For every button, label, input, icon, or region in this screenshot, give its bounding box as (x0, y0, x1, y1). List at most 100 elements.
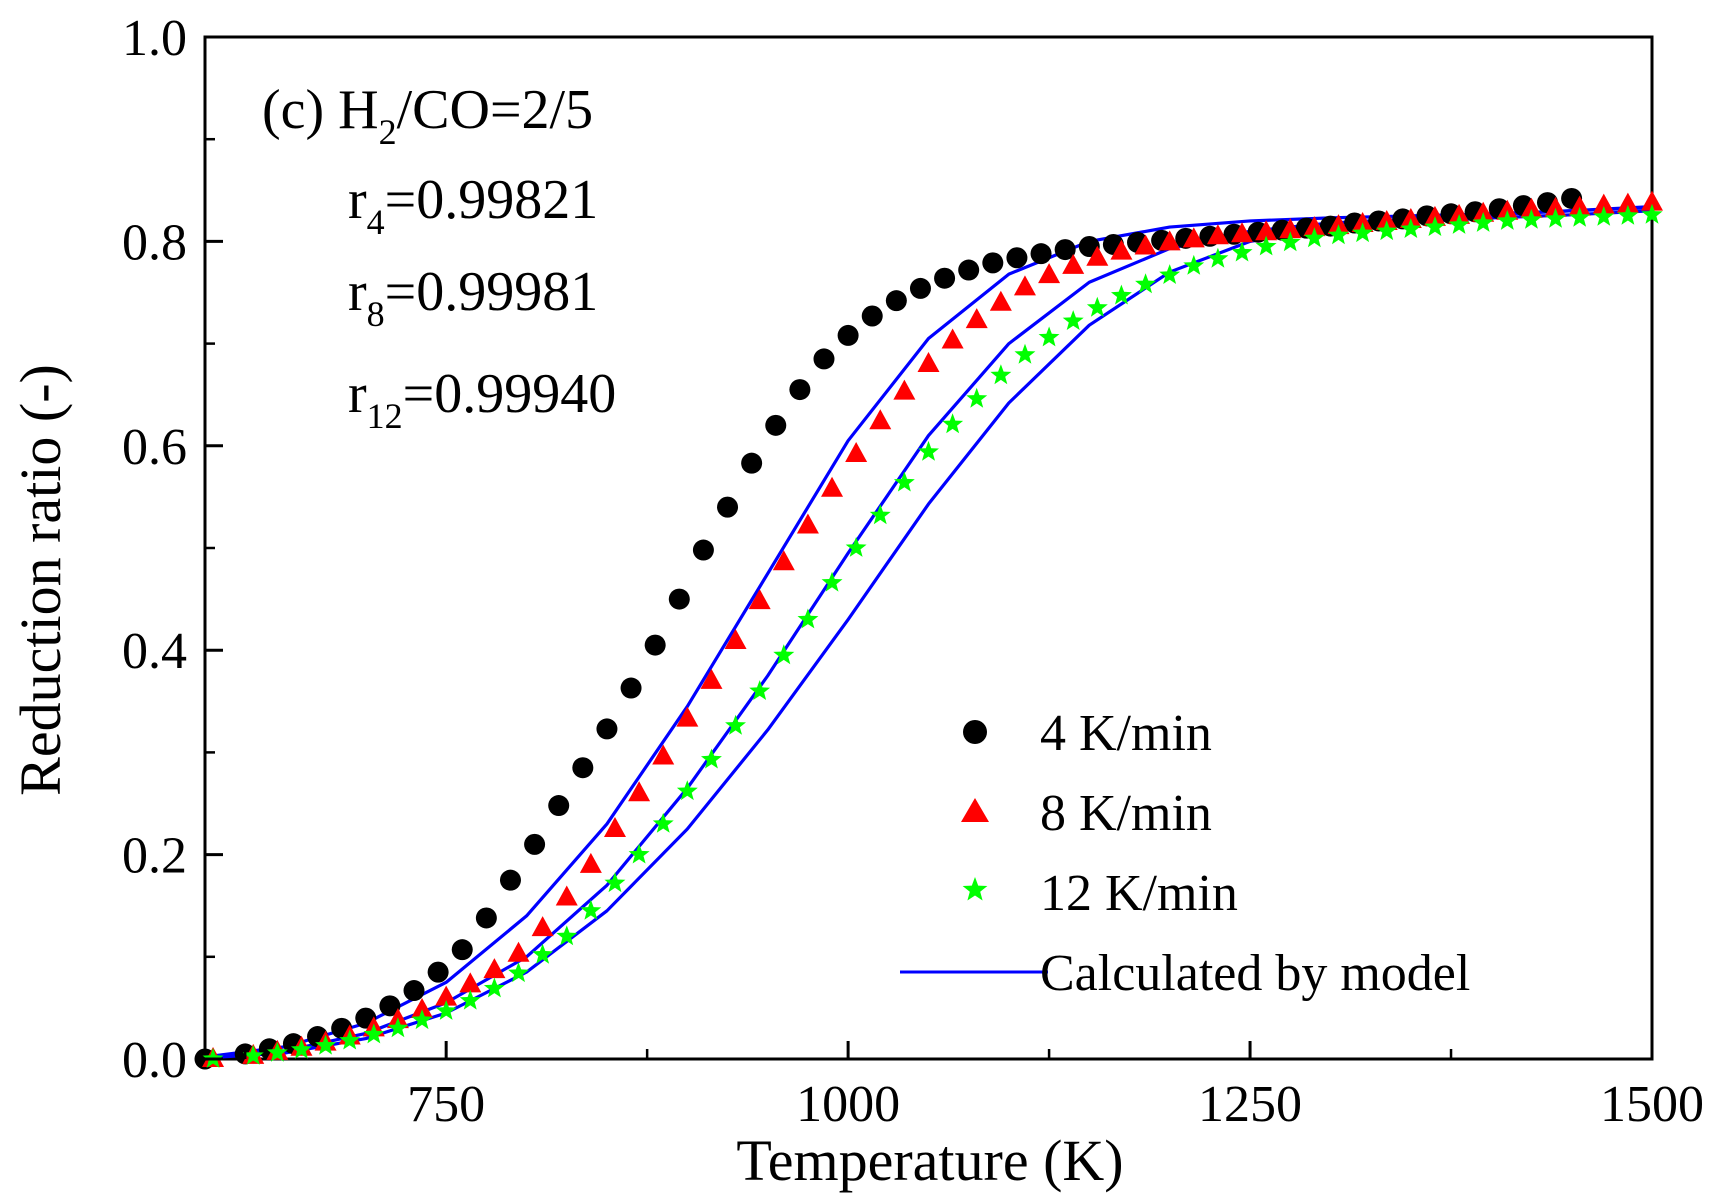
point-4kmin (1030, 243, 1052, 265)
x-tick-label: 1250 (1198, 1076, 1302, 1133)
point-8kmin (1086, 245, 1109, 266)
point-12kmin (339, 1029, 361, 1050)
point-8kmin (1231, 222, 1254, 243)
point-4kmin (596, 718, 618, 740)
point-8kmin (1448, 203, 1471, 224)
legend-label-model: Calculated by model (1040, 945, 1470, 1002)
point-8kmin (1062, 253, 1085, 274)
y-tick-label: 0.8 (122, 214, 187, 271)
point-12kmin (1183, 254, 1205, 275)
point-8kmin (1110, 239, 1133, 260)
point-4kmin (1006, 247, 1028, 269)
point-8kmin (965, 308, 988, 329)
point-12kmin (1135, 273, 1156, 294)
point-12kmin (580, 899, 602, 920)
y-tick-label: 0.0 (122, 1032, 187, 1089)
point-8kmin (603, 817, 626, 838)
point-12kmin (411, 1009, 433, 1030)
point-8kmin (893, 379, 916, 400)
x-tick-label: 1500 (1600, 1076, 1704, 1133)
point-12kmin (942, 413, 964, 434)
point-8kmin (1182, 227, 1205, 248)
x-axis-title: Temperature (K) (736, 1128, 1123, 1193)
point-8kmin (989, 290, 1012, 311)
panel-annotation: (c) H2/CO=2/5 (262, 79, 593, 152)
point-12kmin (1376, 220, 1398, 241)
point-4kmin (475, 907, 497, 929)
point-8kmin (1134, 234, 1157, 255)
point-8kmin (1375, 209, 1398, 230)
point-8kmin (869, 409, 892, 430)
y-tick-label: 0.6 (122, 419, 187, 476)
point-12kmin (749, 680, 771, 700)
point-8kmin (1472, 201, 1495, 222)
point-12kmin (1424, 216, 1446, 236)
y-tick-label: 0.4 (122, 623, 187, 680)
point-12kmin (1448, 214, 1470, 234)
point-8kmin (1423, 205, 1446, 226)
x-tick-label: 1000 (796, 1076, 900, 1133)
point-8kmin (700, 668, 723, 689)
point-4kmin (572, 757, 594, 779)
point-8kmin (1303, 216, 1326, 237)
point-12kmin (1617, 204, 1639, 225)
point-8kmin (941, 328, 964, 349)
point-4kmin (861, 305, 883, 327)
point-4kmin (717, 496, 739, 518)
point-12kmin (266, 1041, 288, 1062)
point-8kmin (507, 941, 530, 962)
point-8kmin (483, 958, 506, 979)
legend-marker-8 (961, 798, 989, 822)
point-12kmin (773, 644, 795, 665)
point-12kmin (797, 608, 819, 629)
point-12kmin (1207, 247, 1229, 268)
point-4kmin (909, 277, 931, 299)
point-8kmin (1496, 199, 1519, 220)
point-4kmin (692, 539, 714, 561)
point-4kmin (451, 939, 473, 961)
point-8kmin (1641, 190, 1663, 211)
point-4kmin (644, 634, 666, 656)
r8-annotation: r8=0.99981 (348, 261, 598, 334)
point-12kmin (315, 1034, 336, 1055)
r12-annotation: r12=0.99940 (348, 363, 616, 436)
point-12kmin (918, 440, 939, 461)
point-8kmin (1520, 197, 1543, 218)
point-4kmin (1054, 239, 1076, 261)
point-8kmin (1158, 230, 1181, 251)
point-12kmin (363, 1023, 385, 1044)
point-12kmin (1545, 207, 1566, 228)
point-8kmin (676, 706, 699, 727)
point-4kmin (620, 677, 642, 699)
point-8kmin (1255, 220, 1278, 241)
point-12kmin (1521, 208, 1542, 229)
point-4kmin (524, 833, 546, 855)
point-12kmin (459, 989, 481, 1010)
point-8kmin (1279, 218, 1302, 239)
point-12kmin (701, 748, 722, 769)
point-12kmin (1303, 227, 1325, 248)
point-12kmin (652, 812, 674, 833)
point-8kmin (411, 997, 434, 1018)
point-8kmin (724, 629, 747, 650)
point-4kmin (548, 795, 570, 817)
point-12kmin (893, 471, 915, 492)
point-8kmin (1399, 207, 1422, 228)
point-8kmin (531, 916, 554, 937)
point-8kmin (435, 985, 458, 1006)
r4-annotation: r4=0.99821 (348, 169, 598, 242)
y-tick-label: 1.0 (122, 10, 187, 67)
point-12kmin (869, 504, 891, 525)
point-12kmin (483, 977, 505, 998)
point-8kmin (1327, 214, 1350, 235)
y-axis-title: Reduction ratio (-) (8, 364, 73, 796)
point-8kmin (459, 972, 482, 993)
point-8kmin (748, 589, 771, 610)
point-12kmin (628, 843, 650, 864)
point-8kmin (1616, 192, 1639, 213)
point-12kmin (1062, 310, 1084, 330)
point-8kmin (579, 852, 602, 873)
point-8kmin (1592, 193, 1615, 214)
point-12kmin (1472, 212, 1494, 232)
point-12kmin (556, 925, 578, 946)
